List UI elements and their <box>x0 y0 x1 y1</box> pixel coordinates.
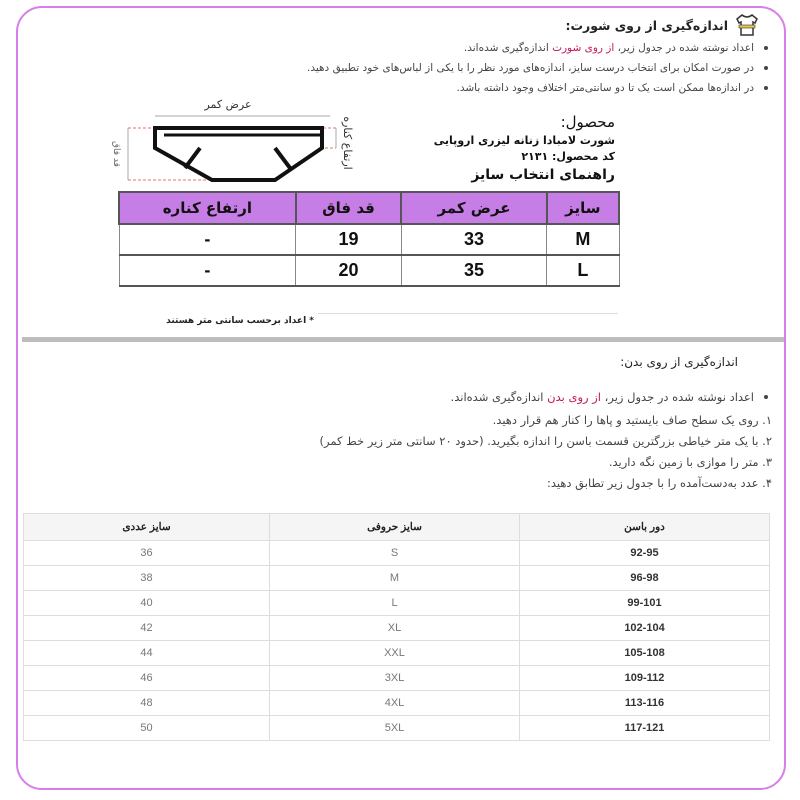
product-code: کد محصول: ۲۱۳۱ <box>521 150 615 163</box>
waist-label: عرض کمر <box>203 98 251 111</box>
column-header: ارتفاع کناره <box>118 191 297 225</box>
product-size-table: سایز عرض کمر قد فاق ارتفاع کناره M 33 19- L 35… <box>118 191 621 287</box>
product-name: شورت لامبادا زنانه لیزری اروپایی <box>433 134 615 147</box>
note-item: در صورت امکان برای انتخاب درست سایز، اند… <box>52 58 772 78</box>
note-item: در اندازه‌ها ممکن است یک تا دو سانتی‌متر… <box>52 78 772 98</box>
section-title-body: اندازه‌گیری از روی بدن: <box>620 355 738 369</box>
table-row: 117-121 5XL 50 <box>23 715 770 741</box>
garment-notes: اعداد نوشته شده در جدول زیر، از روی شورت… <box>52 38 772 98</box>
table-cell: 35 <box>400 254 548 287</box>
column-header: قد فاق <box>294 191 403 225</box>
table-cell: - <box>118 254 297 287</box>
table-row: 92-95 S 36 <box>23 540 770 566</box>
section-divider <box>22 337 784 342</box>
page-frame <box>16 6 786 790</box>
table-cell: 5XL <box>269 715 520 741</box>
size-guide-title: راهنمای انتخاب سایز <box>471 167 615 183</box>
table-cell: 38 <box>23 565 270 591</box>
step-item: ۳. متر را موازی با زمین نگه دارید. <box>608 455 772 469</box>
table-cell: 117-121 <box>519 715 770 741</box>
note-divider <box>318 313 618 314</box>
table-row: 96-98 M 38 <box>23 565 770 591</box>
note-item: اعداد نوشته شده در جدول زیر، از روی بدن … <box>212 386 772 408</box>
table-cell: L <box>269 590 520 616</box>
table-cell: XL <box>269 615 520 641</box>
table-cell: 105-108 <box>519 640 770 666</box>
table-row: M 33 19- <box>118 223 620 256</box>
table-row: L 35 20- <box>118 254 620 287</box>
table-cell: 96-98 <box>519 565 770 591</box>
rise-label: قد فاق <box>111 141 121 167</box>
table-cell: 20 <box>295 254 402 287</box>
column-header: سایز عددی <box>23 513 270 541</box>
table-cell: 33 <box>400 223 548 256</box>
product-label: محصول: <box>560 113 615 131</box>
table-cell: 46 <box>23 665 270 691</box>
table-cell: - <box>118 223 297 256</box>
step-item: ۴. عدد به‌دست‌آمده را با جدول زیر تطابق … <box>546 476 772 490</box>
table-cell: 102-104 <box>519 615 770 641</box>
table-row: 99-101 L 40 <box>23 590 770 616</box>
table-cell: 50 <box>23 715 270 741</box>
column-header: سایز حروفی <box>269 513 520 541</box>
table-row: 113-116 4XL 48 <box>23 690 770 716</box>
units-note: * اعداد برحسب سانتی متر هستند <box>166 316 314 326</box>
briefs-diagram: عرض کمر قد فاق ارتفاع کناره <box>111 98 354 182</box>
table-row: 109-112 3XL 46 <box>23 665 770 691</box>
table-cell: 36 <box>23 540 270 566</box>
note-item: اعداد نوشته شده در جدول زیر، از روی شورت… <box>52 38 772 58</box>
table-cell: M <box>269 565 520 591</box>
table-cell: 40 <box>23 590 270 616</box>
table-cell: 42 <box>23 615 270 641</box>
product-info: محصول: شورت لامبادا زنانه لیزری اروپایی … <box>434 113 615 183</box>
table-cell: 3XL <box>269 665 520 691</box>
table-cell: 99-101 <box>519 590 770 616</box>
tshirt-measure-icon <box>736 14 758 36</box>
table-cell: 48 <box>23 690 270 716</box>
table-cell: M <box>546 223 620 256</box>
table-cell: XXL <box>269 640 520 666</box>
table-cell: S <box>269 540 520 566</box>
table-row: 105-108 XXL 44 <box>23 640 770 666</box>
table-cell: 113-116 <box>519 690 770 716</box>
table-cell: 92-95 <box>519 540 770 566</box>
side-label: ارتفاع کناره <box>341 116 354 169</box>
table-row: 102-104 XL 42 <box>23 615 770 641</box>
table-cell: 4XL <box>269 690 520 716</box>
table-cell: L <box>546 254 620 287</box>
column-header: سایز <box>545 191 621 225</box>
column-header: عرض کمر <box>400 191 548 225</box>
step-item: ۱. روی یک سطح صاف بایستید و پاها را کنار… <box>492 413 772 427</box>
body-size-table: دور باسن سایز حروفی سایز عددی 92-95 S 36 96-9… <box>23 513 770 741</box>
table-cell: 19 <box>295 223 402 256</box>
body-instructions: اعداد نوشته شده در جدول زیر، از روی بدن … <box>212 386 772 492</box>
table-cell: 109-112 <box>519 665 770 691</box>
section-title-garment: اندازه‌گیری از روی شورت: <box>565 12 760 38</box>
step-item: ۲. با یک متر خیاطی بزرگترین قسمت باسن را… <box>319 434 772 448</box>
column-header: دور باسن <box>519 513 770 541</box>
table-cell: 44 <box>23 640 270 666</box>
